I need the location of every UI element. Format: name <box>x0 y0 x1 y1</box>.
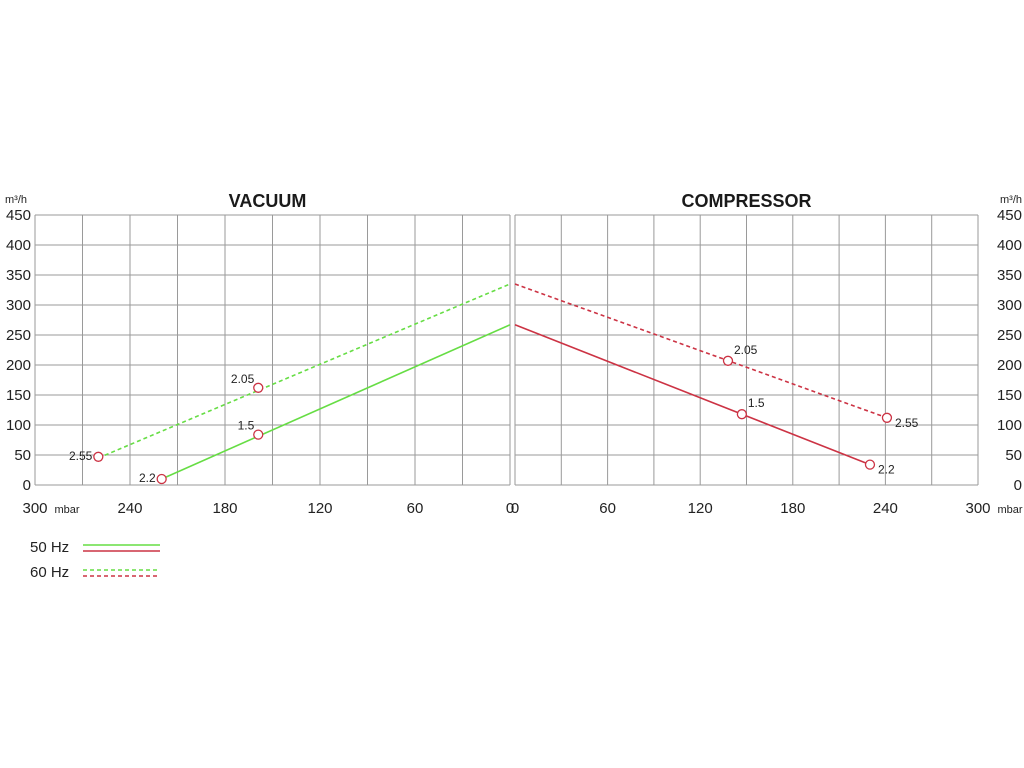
y-tick-label: 50 <box>14 447 31 464</box>
data-point-label: 2.05 <box>734 343 758 357</box>
chart-title: COMPRESSOR <box>681 191 811 211</box>
data-point-marker <box>864 459 876 470</box>
series-line-60hz-dashed <box>98 283 511 459</box>
y-tick-label: 50 <box>1005 447 1022 464</box>
compressor-chart: COMPRESSOR 0 60 120 180 240 300 mbar 1.5 2.2 2.05 2… <box>511 191 1023 517</box>
x-unit-label: mbar <box>997 504 1022 516</box>
y-tick-label: 450 <box>997 207 1022 224</box>
data-point-marker <box>93 451 104 462</box>
y-tick-label: 150 <box>6 387 31 404</box>
data-point-label: 1.5 <box>238 419 255 433</box>
y-tick-label: 250 <box>997 327 1022 344</box>
y-tick-label: 200 <box>997 357 1022 374</box>
y-tick-label: 100 <box>997 417 1022 434</box>
data-point-marker <box>722 355 734 366</box>
data-point-label: 2.2 <box>139 471 156 485</box>
x-tick-label: 300 <box>22 500 47 517</box>
x-tick-label: 120 <box>688 500 713 517</box>
x-tick-label: 240 <box>873 500 898 517</box>
data-point-marker <box>253 429 264 440</box>
x-unit-label: mbar <box>54 504 79 516</box>
series-line-50hz-solid <box>514 324 871 466</box>
series-line-50hz-solid <box>161 324 511 480</box>
y-tick-label: 400 <box>997 237 1022 254</box>
x-tick-label: 120 <box>307 500 332 517</box>
y-unit-label: m³/h <box>1000 194 1022 206</box>
y-tick-label: 350 <box>6 267 31 284</box>
x-tick-label: 300 <box>965 500 990 517</box>
y-tick-label: 300 <box>997 297 1022 314</box>
y-tick-label: 200 <box>6 357 31 374</box>
x-tick-label: 180 <box>780 500 805 517</box>
data-point-marker <box>156 473 167 485</box>
legend-label: 50 Hz <box>30 539 69 556</box>
series-line-60hz-dashed <box>514 283 888 419</box>
y-tick-label: 0 <box>1014 477 1022 494</box>
data-point-marker <box>253 382 264 393</box>
chart-title: VACUUM <box>229 191 307 211</box>
y-tick-label: 0 <box>23 477 31 494</box>
legend-label: 60 Hz <box>30 564 69 581</box>
y-unit-label: m³/h <box>5 194 27 206</box>
data-point-label: 2.55 <box>69 449 93 463</box>
x-tick-label: 60 <box>599 500 616 517</box>
x-tick-label: 0 <box>506 500 514 517</box>
data-point-label: 2.55 <box>895 416 919 430</box>
y-tick-label: 350 <box>997 267 1022 284</box>
x-tick-label: 240 <box>117 500 142 517</box>
data-point-label: 2.2 <box>878 463 895 477</box>
y-tick-label: 400 <box>6 237 31 254</box>
x-tick-label: 60 <box>407 500 424 517</box>
y-tick-label: 100 <box>6 417 31 434</box>
data-point-label: 1.5 <box>748 396 765 410</box>
legend: 50 Hz 60 Hz <box>30 539 160 581</box>
x-tick-label: 180 <box>212 500 237 517</box>
y-tick-label: 150 <box>997 387 1022 404</box>
data-point-marker <box>881 412 893 423</box>
data-point-label: 2.05 <box>231 372 255 386</box>
y-tick-label: 250 <box>6 327 31 344</box>
y-tick-label: 300 <box>6 297 31 314</box>
vacuum-chart: VACUUM 300 240 180 120 60 0 mbar 2.2 1.5 2.55 2.05 <box>22 191 514 517</box>
y-tick-label: 450 <box>6 207 31 224</box>
data-point-marker <box>736 409 748 420</box>
x-tick-label: 0 <box>511 500 519 517</box>
